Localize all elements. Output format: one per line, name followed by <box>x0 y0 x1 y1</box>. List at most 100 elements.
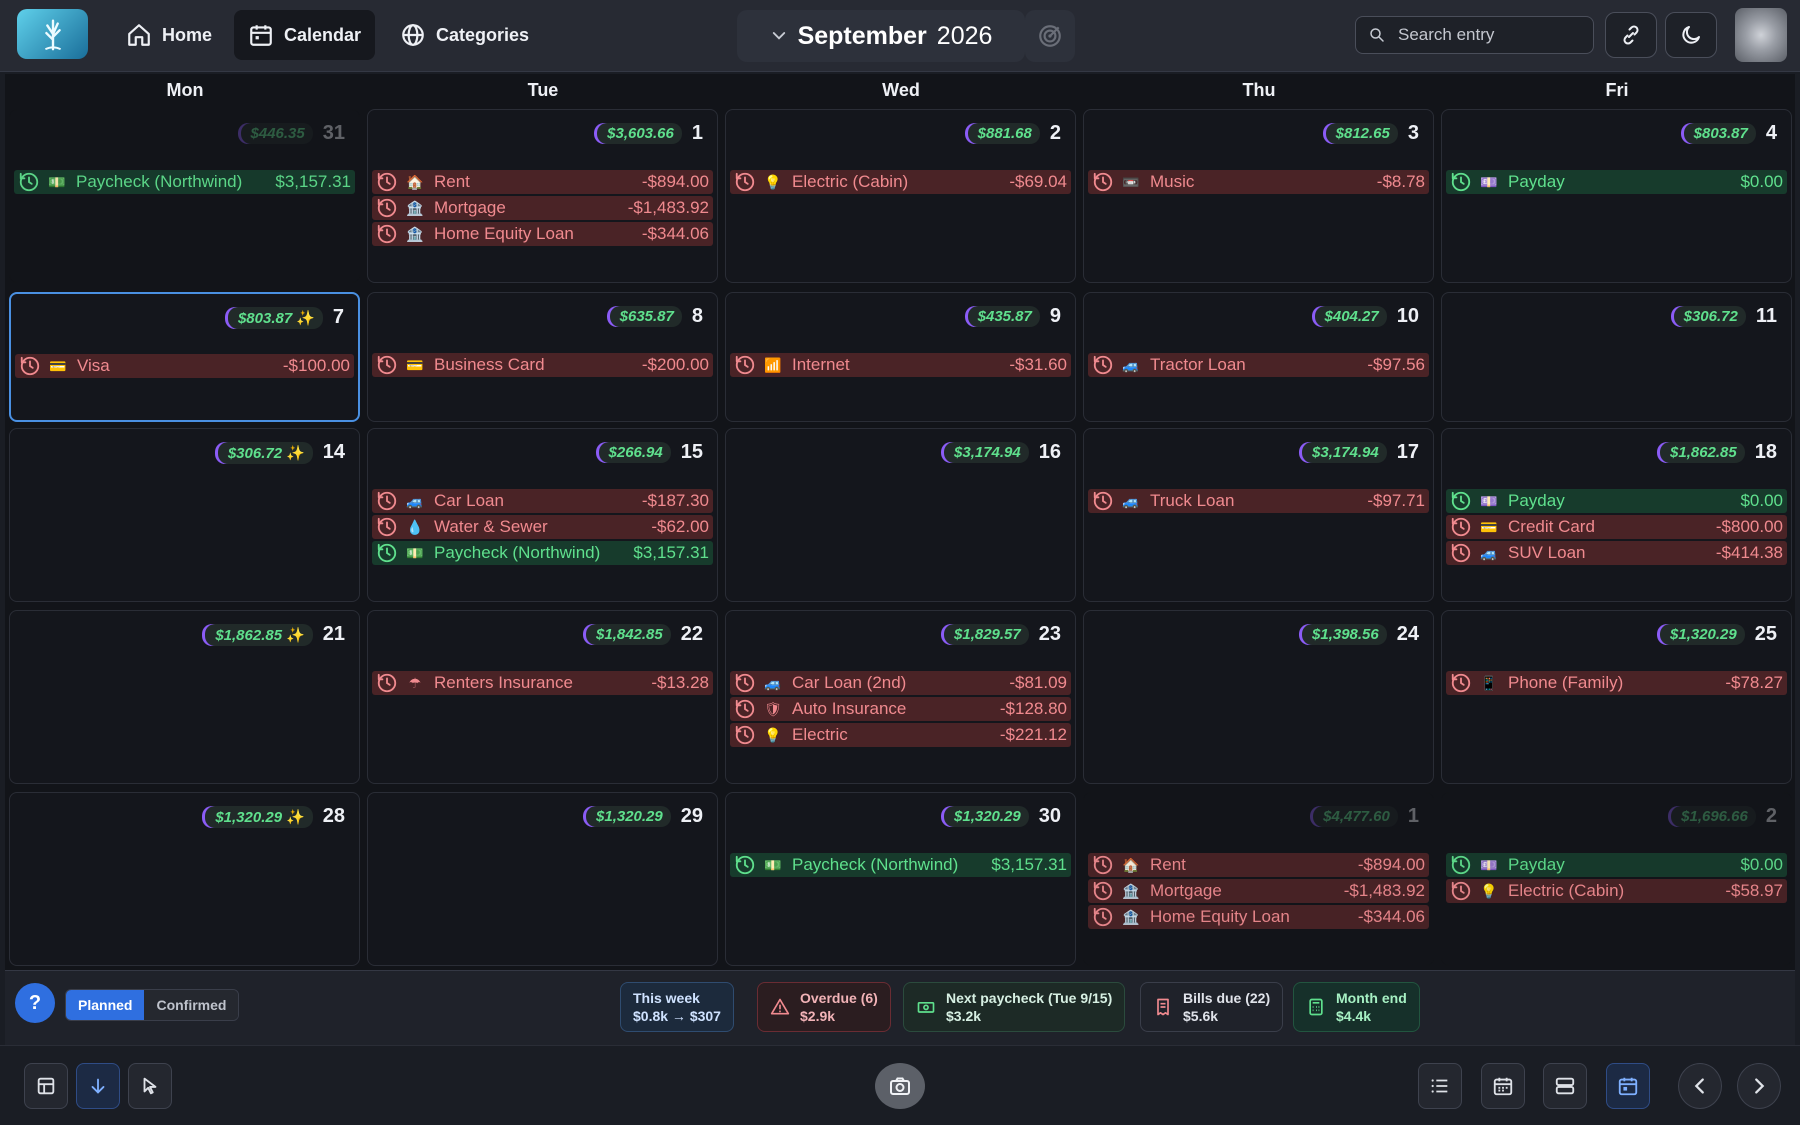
expense-entry[interactable]: 🏠 Rent -$894.00 <box>372 170 713 194</box>
help-button[interactable]: ? <box>15 983 55 1023</box>
day-cell[interactable]: $635.87 8 💳 Business Card -$200.00 <box>367 292 718 422</box>
app-logo[interactable] <box>17 9 88 59</box>
balance-badge[interactable]: $404.27 <box>1314 306 1387 327</box>
balance-badge[interactable]: $881.68 <box>967 123 1040 144</box>
expense-entry[interactable]: 🚙 Car Loan -$187.30 <box>372 489 713 513</box>
day-cell[interactable]: $881.68 2 💡 Electric (Cabin) -$69.04 <box>725 109 1076 283</box>
nav-calendar[interactable]: Calendar <box>234 10 376 60</box>
balance-badge[interactable]: $635.87 <box>609 306 682 327</box>
income-entry[interactable]: 💵 Paycheck (Northwind) $3,157.31 <box>14 170 355 194</box>
balance-badge[interactable]: $1,320.29 <box>586 806 671 827</box>
month-end-chip[interactable]: Month end $4.4k <box>1293 982 1420 1032</box>
day-cell[interactable]: $435.87 9 📶 Internet -$31.60 <box>725 292 1076 422</box>
link-button[interactable] <box>1605 12 1657 58</box>
day-cell[interactable]: $812.65 3 📼 Music -$8.78 <box>1083 109 1434 283</box>
balance-badge[interactable]: $1,862.85 ✨ <box>205 623 313 646</box>
balance-badge[interactable]: $1,829.57 <box>944 624 1029 645</box>
day-cell[interactable]: $1,829.57 23 🚙 Car Loan (2nd) -$81.09 🛡 Auto I… <box>725 610 1076 784</box>
list-view-button[interactable] <box>1418 1063 1462 1109</box>
search-input[interactable] <box>1398 25 1578 45</box>
expense-entry[interactable]: 💡 Electric (Cabin) -$58.97 <box>1446 879 1787 903</box>
expense-entry[interactable]: 🛡 Auto Insurance -$128.80 <box>730 697 1071 721</box>
balance-badge[interactable]: $3,174.94 <box>1302 442 1387 463</box>
day-cell[interactable]: $1,320.29 25 📱 Phone (Family) -$78.27 <box>1441 610 1792 784</box>
month-view-button[interactable] <box>1481 1063 1525 1109</box>
expense-entry[interactable]: 🏦 Home Equity Loan -$344.06 <box>1088 905 1429 929</box>
expense-entry[interactable]: 💳 Credit Card -$800.00 <box>1446 515 1787 539</box>
this-week-chip[interactable]: This week $0.8k → $307 <box>620 982 734 1032</box>
day-cell[interactable]: $1,320.29 30 💵 Paycheck (Northwind) $3,157.3… <box>725 792 1076 966</box>
day-cell[interactable]: $1,862.85 18 💷 Payday $0.00 💳 Credit Card -$800… <box>1441 428 1792 602</box>
layout-button[interactable] <box>24 1063 68 1109</box>
expense-entry[interactable]: 💡 Electric -$221.12 <box>730 723 1071 747</box>
balance-badge[interactable]: $803.87 ✨ <box>227 306 323 329</box>
balance-badge[interactable]: $1,398.56 <box>1302 624 1387 645</box>
bills-due-chip[interactable]: Bills due (22) $5.6k <box>1140 982 1284 1032</box>
next-paycheck-chip[interactable]: Next paycheck (Tue 9/15) $3.2k <box>903 982 1126 1032</box>
expense-entry[interactable]: 🚙 Truck Loan -$97.71 <box>1088 489 1429 513</box>
balance-badge[interactable]: $1,320.29 <box>1660 624 1745 645</box>
next-month-button[interactable] <box>1737 1063 1781 1109</box>
day-cell[interactable]: $306.72 ✨ 14 <box>9 428 360 602</box>
day-cell[interactable]: $3,174.94 16 <box>725 428 1076 602</box>
prev-month-button[interactable] <box>1678 1063 1722 1109</box>
rows-view-button[interactable] <box>1543 1063 1587 1109</box>
expense-entry[interactable]: 🏠 Rent -$894.00 <box>1088 853 1429 877</box>
balance-badge[interactable]: $803.87 <box>1683 123 1756 144</box>
income-entry[interactable]: 💷 Payday $0.00 <box>1446 489 1787 513</box>
balance-badge[interactable]: $266.94 <box>598 442 671 463</box>
expense-entry[interactable]: 🏦 Home Equity Loan -$344.06 <box>372 222 713 246</box>
balance-badge[interactable]: $1,696.66 <box>1671 806 1756 827</box>
expense-entry[interactable]: 🚙 Car Loan (2nd) -$81.09 <box>730 671 1071 695</box>
expense-entry[interactable]: 🏦 Mortgage -$1,483.92 <box>1088 879 1429 903</box>
calendar-view-button[interactable] <box>1606 1063 1650 1109</box>
goal-button[interactable] <box>1025 10 1075 62</box>
balance-badge[interactable]: $3,603.66 <box>597 123 682 144</box>
day-cell[interactable]: $4,477.60 1 🏠 Rent -$894.00 🏦 Mortgage -$1,483.… <box>1083 792 1434 966</box>
day-cell[interactable]: $446.35 31 💵 Paycheck (Northwind) $3,157.31 <box>9 109 360 283</box>
day-cell[interactable]: $803.87 4 💷 Payday $0.00 <box>1441 109 1792 283</box>
expense-entry[interactable]: 📱 Phone (Family) -$78.27 <box>1446 671 1787 695</box>
expense-entry[interactable]: ☂ Renters Insurance -$13.28 <box>372 671 713 695</box>
day-cell[interactable]: $3,174.94 17 🚙 Truck Loan -$97.71 <box>1083 428 1434 602</box>
balance-badge[interactable]: $446.35 <box>240 123 313 144</box>
day-cell[interactable]: $1,862.85 ✨ 21 <box>9 610 360 784</box>
balance-badge[interactable]: $1,320.29 ✨ <box>205 805 313 828</box>
day-cell[interactable]: $1,398.56 24 <box>1083 610 1434 784</box>
balance-badge[interactable]: $306.72 ✨ <box>217 441 313 464</box>
income-entry[interactable]: 💷 Payday $0.00 <box>1446 170 1787 194</box>
income-entry[interactable]: 💵 Paycheck (Northwind) $3,157.31 <box>372 541 713 565</box>
day-cell[interactable]: $1,696.66 2 💷 Payday $0.00 💡 Electric (Cabin) -… <box>1441 792 1792 966</box>
avatar[interactable] <box>1735 8 1787 62</box>
expense-entry[interactable]: 📼 Music -$8.78 <box>1088 170 1429 194</box>
day-cell[interactable]: $1,320.29 29 <box>367 792 718 966</box>
day-cell[interactable]: $306.72 11 <box>1441 292 1792 422</box>
scroll-down-button[interactable] <box>76 1063 120 1109</box>
mode-planned[interactable]: Planned <box>66 990 145 1020</box>
select-button[interactable] <box>128 1063 172 1109</box>
search-box[interactable] <box>1355 16 1594 54</box>
overdue-chip[interactable]: Overdue (6) $2.9k <box>757 982 891 1032</box>
month-picker[interactable]: September 2026 <box>737 10 1025 62</box>
expense-entry[interactable]: 💧 Water & Sewer -$62.00 <box>372 515 713 539</box>
nav-categories[interactable]: Categories <box>386 10 543 60</box>
balance-badge[interactable]: $1,842.85 <box>586 624 671 645</box>
balance-badge[interactable]: $1,862.85 <box>1660 442 1745 463</box>
expense-entry[interactable]: 💡 Electric (Cabin) -$69.04 <box>730 170 1071 194</box>
balance-badge[interactable]: $435.87 <box>967 306 1040 327</box>
balance-badge[interactable]: $1,320.29 <box>944 806 1029 827</box>
nav-home[interactable]: Home <box>112 10 226 60</box>
income-entry[interactable]: 💵 Paycheck (Northwind) $3,157.31 <box>730 853 1071 877</box>
balance-badge[interactable]: $306.72 <box>1673 306 1746 327</box>
day-cell[interactable]: $803.87 ✨ 7 💳 Visa -$100.00 <box>9 292 360 422</box>
income-entry[interactable]: 💷 Payday $0.00 <box>1446 853 1787 877</box>
mode-confirmed[interactable]: Confirmed <box>144 990 239 1020</box>
balance-badge[interactable]: $4,477.60 <box>1313 806 1398 827</box>
expense-entry[interactable]: 📶 Internet -$31.60 <box>730 353 1071 377</box>
expense-entry[interactable]: 💳 Visa -$100.00 <box>15 354 354 378</box>
balance-badge[interactable]: $812.65 <box>1325 123 1398 144</box>
screenshot-button[interactable] <box>875 1063 925 1109</box>
day-cell[interactable]: $3,603.66 1 🏠 Rent -$894.00 🏦 Mortgage -$1,483.… <box>367 109 718 283</box>
balance-badge[interactable]: $3,174.94 <box>944 442 1029 463</box>
theme-toggle[interactable] <box>1665 12 1717 58</box>
